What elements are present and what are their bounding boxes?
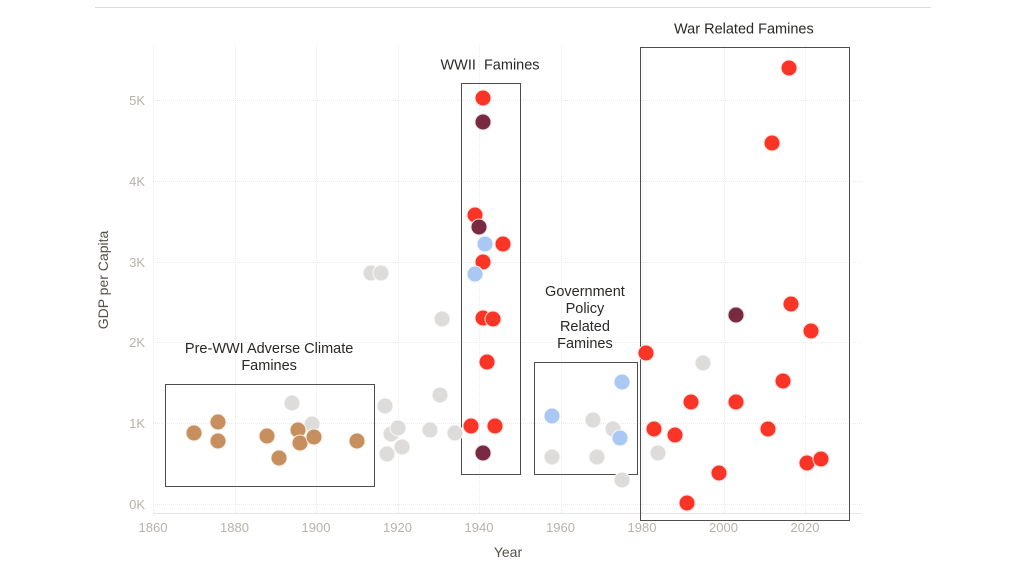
data-point-unlabeled-famines[interactable]: [393, 438, 411, 456]
y-tick-label: 1K: [129, 416, 145, 432]
data-point-war-related-famines[interactable]: [494, 235, 512, 253]
data-point-unlabeled-famines[interactable]: [588, 448, 606, 466]
data-point-war-related-famines[interactable]: [802, 322, 820, 340]
y-gridline: [153, 504, 862, 505]
data-point-war-related-famines[interactable]: [682, 393, 700, 411]
data-point-war-related-famines[interactable]: [474, 89, 492, 107]
data-point-war-related-famines[interactable]: [759, 420, 777, 438]
data-point-severe-famines-dark[interactable]: [470, 218, 488, 236]
annotation-box-pre-wwi: [165, 383, 376, 488]
data-point-unlabeled-famines[interactable]: [446, 424, 464, 442]
x-gridline: [153, 44, 154, 513]
data-point-unlabeled-famines[interactable]: [694, 354, 712, 372]
x-axis-title: Year: [493, 544, 523, 560]
data-point-unlabeled-famines[interactable]: [543, 448, 561, 466]
data-point-policy-famines[interactable]: [476, 235, 494, 253]
annotation-label-war-related: War Related Famines: [674, 21, 814, 38]
x-tick-label: 1920: [383, 520, 412, 535]
y-tick-label: 3K: [129, 254, 145, 270]
data-point-war-related-famines[interactable]: [678, 494, 696, 512]
x-tick-label: 1880: [220, 520, 249, 535]
x-gridline: [316, 44, 317, 513]
data-point-severe-famines-dark[interactable]: [474, 113, 492, 131]
data-point-adverse-climate-famines[interactable]: [270, 449, 288, 467]
x-gridline: [234, 44, 236, 513]
x-tick-label: 1960: [546, 520, 575, 535]
data-point-severe-famines-dark[interactable]: [474, 444, 492, 462]
data-point-unlabeled-famines[interactable]: [378, 445, 396, 463]
y-gridline: [153, 261, 862, 263]
data-point-policy-famines[interactable]: [543, 407, 561, 425]
data-point-war-related-famines[interactable]: [727, 393, 745, 411]
data-point-adverse-climate-famines[interactable]: [209, 413, 227, 431]
y-tick-label: 2K: [129, 335, 145, 351]
data-point-unlabeled-famines[interactable]: [421, 421, 439, 439]
data-point-adverse-climate-famines[interactable]: [305, 428, 323, 446]
annotation-label-wwii: WWII Famines: [440, 57, 540, 74]
x-tick-label: 1980: [627, 520, 657, 535]
data-point-unlabeled-famines[interactable]: [389, 419, 406, 437]
annotation-box-war-related: [639, 47, 850, 521]
y-gridline: [153, 342, 862, 344]
data-point-war-related-famines[interactable]: [780, 59, 798, 77]
x-gridline: [805, 44, 806, 513]
data-point-war-related-famines[interactable]: [637, 344, 655, 362]
x-tick-label: 2000: [709, 520, 738, 535]
y-tick-label: 4K: [129, 173, 145, 189]
data-point-adverse-climate-famines[interactable]: [258, 427, 276, 445]
data-point-war-related-famines[interactable]: [710, 464, 728, 482]
data-point-policy-famines[interactable]: [613, 373, 631, 391]
x-tick-label: 1860: [138, 520, 168, 535]
x-axis-line: [153, 513, 862, 514]
annotation-label-pre-wwi: Pre-WWI Adverse Climate Famines: [184, 340, 354, 375]
annotation-box-gov-policy: [534, 361, 638, 476]
data-point-war-related-famines[interactable]: [462, 417, 480, 435]
y-gridline: [153, 100, 862, 101]
x-gridline: [723, 44, 725, 513]
data-point-war-related-famines[interactable]: [774, 372, 792, 390]
x-gridline: [642, 44, 643, 513]
data-point-war-related-famines[interactable]: [484, 310, 502, 328]
data-point-war-related-famines[interactable]: [763, 134, 781, 152]
data-point-policy-famines[interactable]: [611, 429, 629, 447]
data-point-unlabeled-famines[interactable]: [649, 444, 667, 462]
x-tick-label: 1940: [464, 520, 494, 535]
y-gridline: [153, 423, 862, 425]
data-point-adverse-climate-famines[interactable]: [209, 432, 227, 450]
data-point-unlabeled-famines[interactable]: [376, 397, 394, 415]
data-point-unlabeled-famines[interactable]: [283, 394, 301, 412]
data-point-severe-famines-dark[interactable]: [727, 306, 745, 324]
data-point-war-related-famines[interactable]: [645, 420, 663, 438]
y-gridline: [153, 180, 862, 182]
data-point-war-related-famines[interactable]: [478, 353, 496, 371]
data-point-unlabeled-famines[interactable]: [372, 264, 390, 282]
x-gridline: [397, 44, 399, 513]
annotation-box-wwii: [461, 83, 521, 476]
y-tick-label: 5K: [129, 93, 145, 108]
y-tick-label: 0K: [129, 497, 145, 512]
data-point-adverse-climate-famines[interactable]: [185, 424, 203, 442]
x-gridline: [560, 44, 562, 513]
data-point-adverse-climate-famines[interactable]: [348, 432, 366, 450]
data-point-unlabeled-famines[interactable]: [433, 310, 451, 328]
data-point-war-related-famines[interactable]: [666, 426, 684, 443]
annotation-label-gov-policy: Government Policy Related Famines: [545, 283, 625, 353]
data-point-war-related-famines[interactable]: [486, 417, 504, 435]
data-point-unlabeled-famines[interactable]: [613, 471, 631, 489]
x-tick-label: 2020: [790, 520, 820, 535]
data-point-unlabeled-famines[interactable]: [584, 411, 602, 429]
top-border-rule: [95, 7, 931, 8]
data-point-unlabeled-famines[interactable]: [431, 386, 449, 404]
data-point-war-related-famines[interactable]: [812, 450, 830, 468]
data-point-policy-famines[interactable]: [466, 265, 484, 283]
data-point-war-related-famines[interactable]: [782, 295, 800, 313]
y-axis-title: GDP per Capita: [95, 230, 111, 330]
x-tick-label: 1900: [301, 520, 331, 535]
